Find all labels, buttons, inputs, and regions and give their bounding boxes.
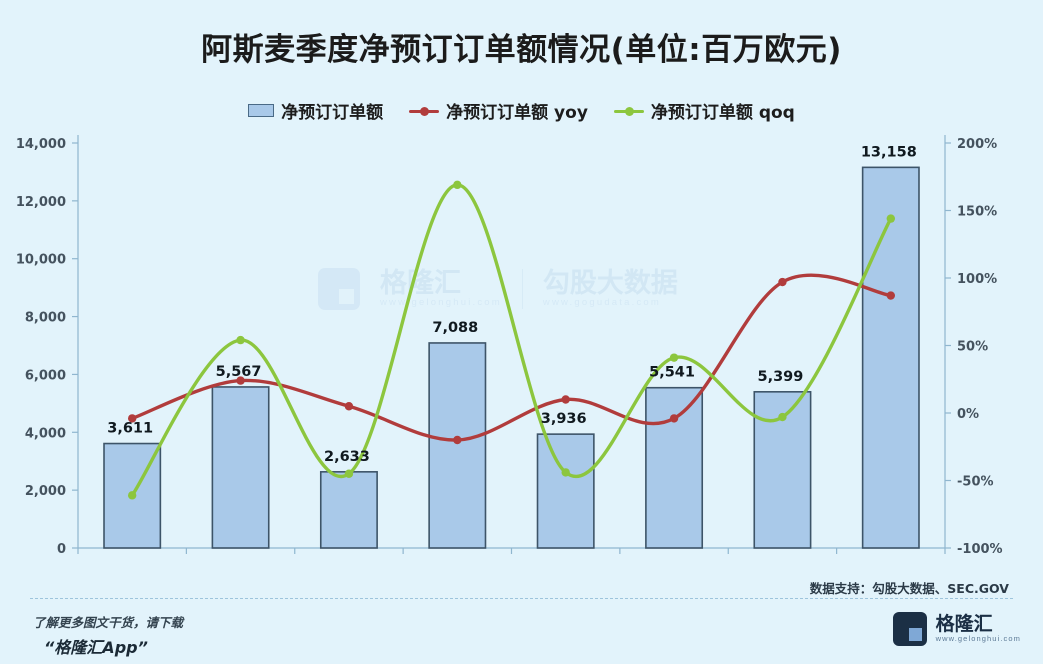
- gelonghui-logo-icon: [892, 612, 927, 646]
- point-净预订订单额 qoq-24Q4[interactable]: [453, 180, 462, 190]
- left-axis-tick-label: 12,000: [16, 195, 66, 210]
- legend-item-yoy[interactable]: 净预订订单额 yoy: [409, 98, 588, 123]
- right-axis-tick-label: -50%: [957, 475, 994, 490]
- point-净预订订单额 qoq-24Q3[interactable]: [344, 469, 354, 478]
- bar-data-label-25Q3: 5,399: [758, 369, 804, 385]
- footer-line-2: “格隆汇App”: [44, 638, 148, 657]
- right-axis-tick-label: -100%: [957, 542, 1003, 557]
- legend-label-bar: 净预订订单额: [281, 103, 384, 123]
- point-净预订订单额 yoy-25Q4[interactable]: [886, 291, 896, 300]
- right-axis-tick-label: 150%: [957, 205, 997, 220]
- bar-25Q3[interactable]: [753, 391, 812, 549]
- left-axis-tick-label: 8,000: [25, 311, 66, 326]
- bar-data-label-25Q1: 3,936: [541, 411, 587, 427]
- bar-24Q4[interactable]: [428, 342, 487, 549]
- legend-item-qoq[interactable]: 净预订订单额 qoq: [613, 98, 795, 123]
- right-axis-tick-label: 50%: [957, 340, 988, 355]
- left-axis-tick-label: 6,000: [25, 368, 66, 383]
- point-净预订订单额 qoq-25Q2[interactable]: [669, 353, 679, 362]
- right-axis-tick-label: 0%: [957, 407, 979, 422]
- left-axis-tick-label: 2,000: [25, 484, 66, 499]
- chart-legend: 净预订订单额 净预订订单额 yoy 净预订订单额 qoq: [0, 98, 1043, 123]
- line-净预订订单额 yoy[interactable]: [130, 273, 893, 442]
- source-note: 数据支持：勾股大数据、SEC.GOV: [809, 581, 1009, 596]
- legend-line-qoq-icon: [613, 105, 644, 117]
- bar-data-label-24Q2: 5,567: [216, 364, 262, 380]
- point-净预订订单额 yoy-25Q3[interactable]: [778, 277, 787, 287]
- right-axis-tick-label: 200%: [957, 137, 997, 152]
- legend-line-yoy-icon: [409, 105, 440, 117]
- bar-data-label-24Q3: 2,633: [324, 449, 370, 465]
- bar-data-label-25Q2: 5,541: [649, 365, 695, 381]
- legend-bar-swatch-icon: [248, 104, 275, 117]
- point-净预订订单额 yoy-24Q2[interactable]: [236, 376, 245, 385]
- point-净预订订单额 qoq-24Q2[interactable]: [236, 335, 245, 345]
- point-净预订订单额 qoq-25Q1[interactable]: [561, 468, 570, 477]
- point-净预订订单额 yoy-24Q1[interactable]: [127, 414, 137, 423]
- left-axis-tick-label: 10,000: [16, 253, 66, 268]
- brand-name: 格隆汇: [935, 613, 993, 636]
- page-title: 阿斯麦季度净预订订单额情况(单位:百万欧元): [201, 32, 842, 68]
- point-净预订订单额 qoq-24Q1[interactable]: [127, 491, 137, 500]
- brand-url: www.gelonghui.com: [935, 634, 1021, 644]
- point-净预订订单额 yoy-25Q1[interactable]: [561, 395, 570, 404]
- right-axis-tick-label: 100%: [957, 272, 997, 287]
- point-净预订订单额 qoq-25Q3[interactable]: [778, 412, 787, 422]
- bar-data-label-25Q4: 13,158: [861, 144, 917, 160]
- brand-logo: 格隆汇 www.gelonghui.com: [892, 612, 1021, 646]
- chart-plot-area: 0 2,000 4,000 6,000 8,000 10,000 12,000 14,000 -…: [16, 135, 1003, 557]
- bar-24Q2[interactable]: [211, 386, 270, 549]
- left-axis-tick-label: 0: [57, 542, 66, 557]
- bar-data-label-24Q1: 3,611: [107, 421, 153, 437]
- bar-data-label-24Q4: 7,088: [432, 320, 478, 336]
- point-净预订订单额 qoq-25Q4[interactable]: [886, 214, 896, 223]
- left-axis-tick-label: 4,000: [25, 426, 66, 441]
- footer-line-1: 了解更多图文干货，请下载: [33, 615, 184, 630]
- line-净预订订单额 qoq[interactable]: [130, 183, 893, 498]
- point-净预订订单额 yoy-25Q2[interactable]: [669, 414, 679, 423]
- legend-item-bar[interactable]: 净预订订单额: [248, 98, 383, 123]
- footer-divider: [30, 598, 1013, 599]
- bar-24Q3[interactable]: [319, 471, 378, 549]
- bar-25Q4[interactable]: [861, 166, 920, 549]
- legend-label-yoy: 净预订订单额 yoy: [446, 103, 588, 123]
- left-axis-tick-label: 14,000: [16, 137, 66, 152]
- bar-25Q1[interactable]: [536, 433, 595, 549]
- bar-25Q2[interactable]: [645, 386, 704, 549]
- legend-label-qoq: 净预订订单额 qoq: [650, 103, 795, 123]
- point-净预订订单额 yoy-24Q4[interactable]: [453, 435, 462, 445]
- point-净预订订单额 yoy-24Q3[interactable]: [344, 402, 354, 411]
